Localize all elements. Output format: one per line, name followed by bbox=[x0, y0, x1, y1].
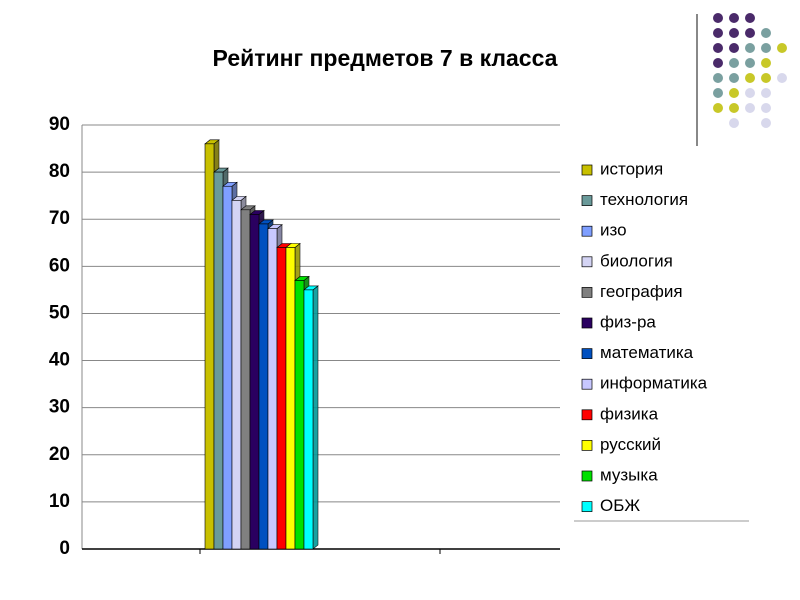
bar bbox=[294, 280, 305, 550]
legend-label: математика bbox=[600, 343, 694, 362]
legend-swatch bbox=[581, 164, 593, 176]
legend-label: ОБЖ bbox=[600, 496, 640, 515]
legend-label: информатика bbox=[600, 374, 708, 393]
legend-swatch bbox=[581, 501, 593, 512]
legend-label: русский bbox=[600, 435, 661, 454]
legend-swatch bbox=[581, 348, 593, 359]
bar bbox=[303, 289, 314, 550]
bar-side bbox=[312, 285, 319, 550]
y-tick-label: 40 bbox=[49, 350, 70, 371]
legend-label: физика bbox=[600, 404, 659, 423]
legend-swatch bbox=[581, 287, 593, 298]
y-tick-label: 50 bbox=[49, 302, 70, 323]
bar bbox=[276, 247, 287, 550]
bar bbox=[231, 200, 242, 550]
bar bbox=[222, 185, 233, 550]
bar bbox=[240, 209, 251, 550]
bar bbox=[249, 214, 260, 550]
legend-swatch bbox=[581, 440, 593, 451]
legend-label: история bbox=[600, 159, 663, 178]
decoration bbox=[696, 13, 787, 146]
bar bbox=[285, 247, 296, 550]
legend-label: биология bbox=[600, 251, 673, 270]
legend-swatch bbox=[581, 225, 593, 237]
legend-swatch bbox=[581, 470, 593, 482]
legend-label: география bbox=[600, 282, 683, 301]
legend-label: технология bbox=[600, 190, 688, 209]
legend-swatch bbox=[581, 378, 593, 390]
y-tick-label: 10 bbox=[49, 491, 70, 512]
y-tick-label: 20 bbox=[49, 444, 70, 465]
y-tick-label: 0 bbox=[59, 538, 70, 559]
bar bbox=[258, 223, 269, 550]
y-tick-label: 70 bbox=[49, 208, 70, 229]
y-tick-label: 90 bbox=[49, 114, 70, 135]
legend-label: изо bbox=[600, 221, 627, 240]
legend-swatch bbox=[581, 409, 593, 421]
legend-swatch bbox=[581, 256, 593, 268]
legend-swatch bbox=[581, 317, 593, 329]
chart-title: Рейтинг предметов 7 в класса bbox=[213, 45, 558, 71]
y-tick-label: 80 bbox=[49, 161, 70, 182]
legend-label: музыка bbox=[600, 465, 658, 484]
bar bbox=[213, 171, 224, 550]
bar bbox=[267, 228, 278, 550]
y-tick-label: 30 bbox=[49, 397, 70, 418]
y-tick-label: 60 bbox=[49, 255, 70, 276]
legend-swatch bbox=[581, 195, 593, 206]
legend-label: физ-ра bbox=[600, 312, 656, 331]
bar bbox=[204, 143, 215, 550]
